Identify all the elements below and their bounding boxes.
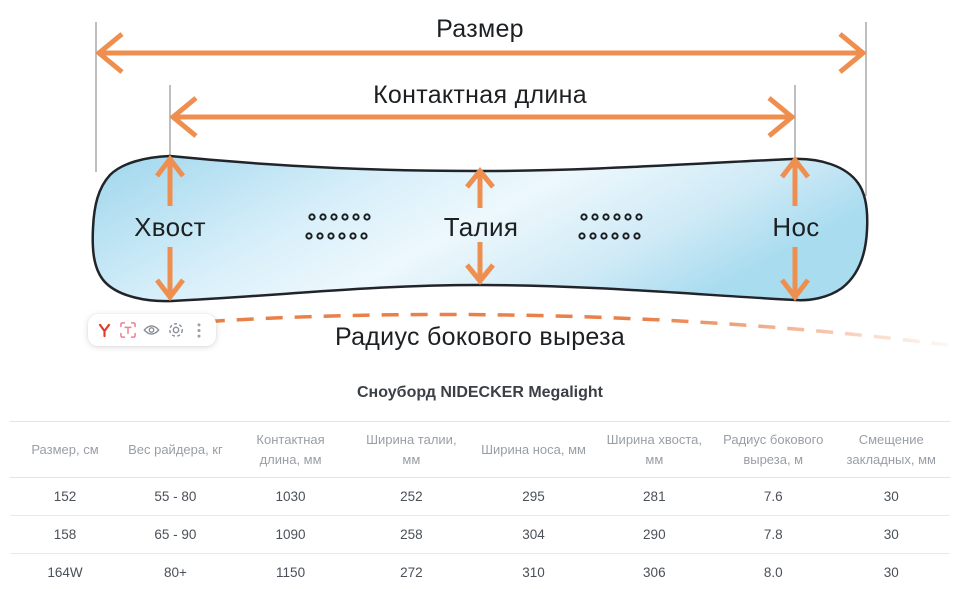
translate-image-text-icon[interactable] <box>117 319 139 341</box>
spec-table-container: Размер, см Вес райдера, кг Контактная дл… <box>10 421 950 589</box>
cell: 8.0 <box>763 565 783 581</box>
cell: 1030 <box>230 477 351 516</box>
col-header-waist-width: Ширина талии, мм <box>350 421 473 478</box>
col-header-contact-length: Контактная длина, мм <box>230 421 351 478</box>
col-header-rider-weight: Вес райдера, кг <box>119 421 231 478</box>
col-header-size: Размер, см <box>10 421 120 478</box>
col-header-nose-width: Ширина носа, мм <box>472 421 595 478</box>
guide-lines <box>95 22 867 196</box>
cell: 30 <box>883 565 899 581</box>
size-label: Размер <box>436 15 524 43</box>
cell: 281 <box>594 477 714 516</box>
col-header-sidecut-radius: Радиус бокового выреза, м <box>714 421 833 478</box>
cell: 252 <box>350 477 473 516</box>
table-title: Сноуборд NIDECKER Megalight <box>357 384 603 401</box>
spec-table: Размер, см Вес райдера, кг Контактная дл… <box>10 421 950 589</box>
cell: 55 - 80 <box>119 477 231 516</box>
screenshot-scan-icon[interactable] <box>165 319 187 341</box>
cell: 65 - 90 <box>119 515 231 554</box>
table-row: 152 55 - 80 1030 252 295 281 7.6 30 <box>10 477 950 516</box>
waist-width-arrow <box>465 167 495 285</box>
nose-label: Нос <box>772 212 820 242</box>
col-header-insert-setback: Смещение закладных, мм <box>832 421 950 478</box>
table-row: 158 65 - 90 1090 258 304 290 7.8 30 <box>10 515 950 554</box>
eye-icon[interactable] <box>141 319 163 341</box>
cell: 158 <box>10 515 120 554</box>
table-row: 164W 80+ 1150 272 310 306 8.0 30 <box>10 554 950 589</box>
cell: 1090 <box>230 515 351 554</box>
cell: 7.6 <box>714 477 833 516</box>
contact-length-arrow <box>169 96 796 138</box>
tail-width-arrow <box>155 154 185 302</box>
binding-inserts-right <box>578 213 643 240</box>
size-arrow <box>95 32 867 74</box>
cell: 164W <box>47 565 83 581</box>
nose-width-arrow <box>780 155 810 302</box>
cell: 295 <box>472 477 595 516</box>
more-menu-icon[interactable] <box>188 319 210 341</box>
cell: 304 <box>472 515 595 554</box>
cell: 258 <box>350 515 473 554</box>
image-translate-toolbar <box>88 314 216 346</box>
waist-label: Талия <box>443 212 519 242</box>
cell: 272 <box>400 565 423 581</box>
cell: 30 <box>832 515 950 554</box>
sidecut-radius-label: Радиус бокового выреза <box>334 323 626 351</box>
cell: 290 <box>594 515 714 554</box>
tail-label: Хвост <box>134 212 206 242</box>
cell: 152 <box>10 477 120 516</box>
yandex-logo-icon[interactable] <box>94 319 116 341</box>
cell: 80+ <box>163 565 187 581</box>
table-header-row: Размер, см Вес райдера, кг Контактная дл… <box>10 421 950 478</box>
binding-inserts-left <box>305 213 371 240</box>
col-header-tail-width: Ширина хвоста, мм <box>594 421 714 478</box>
cell: 1150 <box>276 565 306 581</box>
cell: 7.8 <box>714 515 833 554</box>
contact-length-label: Контактная длина <box>373 81 587 109</box>
cell: 30 <box>832 477 950 516</box>
snowboard-diagram <box>91 22 949 347</box>
cell: 310 <box>522 565 545 581</box>
sidecut-radius-curve <box>149 312 949 347</box>
cell: 306 <box>643 565 666 581</box>
